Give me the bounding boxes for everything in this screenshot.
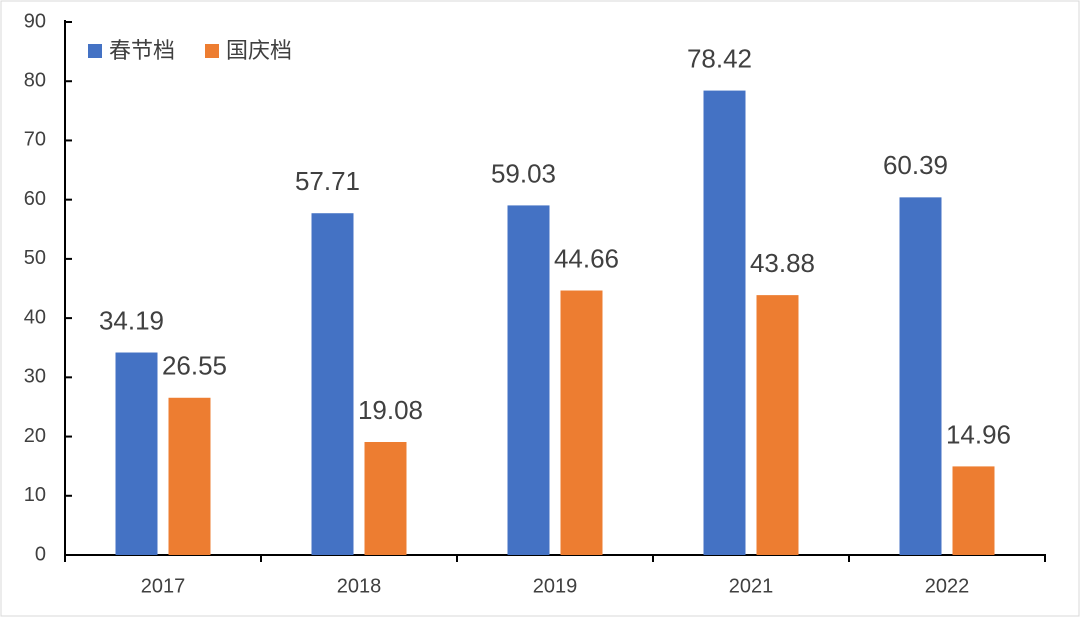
value-label: 60.39 (883, 150, 948, 180)
y-tick-label: 30 (24, 366, 46, 388)
bar (756, 295, 799, 555)
y-tick-label: 20 (24, 425, 46, 447)
bar (507, 205, 550, 555)
value-label: 44.66 (554, 243, 619, 273)
y-tick-label: 90 (24, 10, 46, 32)
value-label: 26.55 (162, 351, 227, 381)
y-tick-label: 80 (24, 70, 46, 92)
bar (899, 197, 942, 555)
bar (168, 397, 211, 555)
y-tick-label: 70 (24, 129, 46, 151)
value-label: 59.03 (491, 158, 556, 188)
y-tick-label: 40 (24, 306, 46, 328)
y-tick-label: 60 (24, 188, 46, 210)
y-tick-label: 0 (35, 543, 46, 565)
bar (560, 290, 603, 555)
x-tick-label: 2019 (533, 575, 578, 597)
bar (115, 352, 158, 555)
y-tick-label: 10 (24, 484, 46, 506)
legend-label: 春节档 (109, 38, 175, 63)
value-label: 78.42 (687, 43, 752, 73)
value-label: 14.96 (946, 419, 1011, 449)
bar (311, 213, 354, 555)
legend-label: 国庆档 (226, 38, 292, 63)
x-tick-label: 2022 (925, 575, 970, 597)
x-tick-label: 2021 (729, 575, 774, 597)
bar (364, 442, 407, 555)
x-tick-label: 2017 (141, 575, 186, 597)
x-tick-label: 2018 (337, 575, 382, 597)
y-tick-label: 50 (24, 247, 46, 269)
legend-swatch (88, 44, 102, 58)
bar (703, 90, 746, 555)
bar (952, 466, 995, 555)
value-label: 34.19 (99, 305, 164, 335)
value-label: 19.08 (358, 395, 423, 425)
value-label: 57.71 (295, 166, 360, 196)
value-label: 43.88 (750, 248, 815, 278)
legend-swatch (205, 44, 219, 58)
